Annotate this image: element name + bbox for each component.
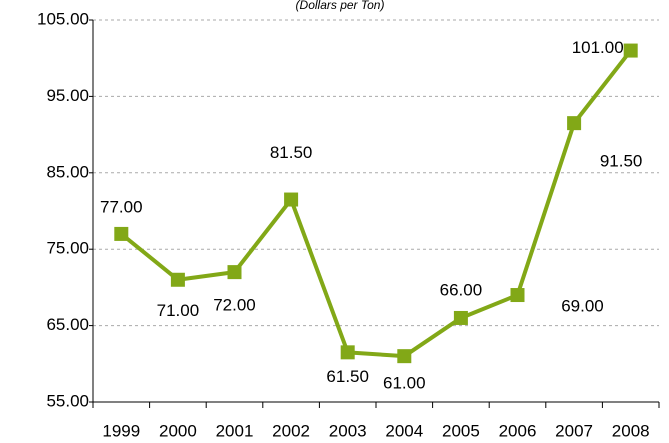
y-tick-label: 95.00 (46, 86, 89, 105)
data-label: 91.50 (600, 152, 643, 171)
chart-subtitle: (Dollars per Ton) (296, 0, 385, 12)
data-label: 71.00 (157, 301, 200, 320)
data-label: 61.50 (326, 367, 369, 386)
y-tick-label: 105.00 (37, 9, 89, 28)
y-tick-label: 75.00 (46, 239, 89, 258)
marker (453, 310, 468, 325)
data-label: 72.00 (213, 296, 256, 315)
marker (623, 43, 638, 58)
y-tick-label: 65.00 (46, 315, 89, 334)
line (120, 49, 633, 359)
marker (284, 192, 299, 207)
marker (397, 349, 412, 364)
marker (510, 288, 525, 303)
x-tick-label: 2001 (216, 421, 254, 440)
marker (340, 345, 355, 360)
x-tick-label: 2000 (159, 421, 197, 440)
data-label: 69.00 (561, 297, 604, 316)
marker (114, 226, 129, 241)
marker (567, 116, 582, 131)
x-tick-label: 2002 (272, 421, 310, 440)
data-label: 101.00 (572, 38, 624, 57)
x-tick-label: 2008 (612, 421, 650, 440)
x-tick-label: 2007 (555, 421, 593, 440)
marker (227, 265, 242, 280)
x-tick-label: 1999 (102, 421, 140, 440)
x-tick-label: 2003 (329, 421, 367, 440)
x-tick-label: 2005 (442, 421, 480, 440)
data-label: 77.00 (100, 197, 143, 216)
data-label: 61.00 (383, 374, 426, 393)
x-tick-label: 2004 (385, 421, 423, 440)
y-tick-label: 55.00 (46, 391, 89, 410)
y-tick-label: 85.00 (46, 162, 89, 181)
data-label: 81.50 (270, 143, 313, 162)
data-label: 66.00 (440, 280, 483, 299)
x-tick-label: 2006 (499, 421, 537, 440)
marker (170, 272, 185, 287)
